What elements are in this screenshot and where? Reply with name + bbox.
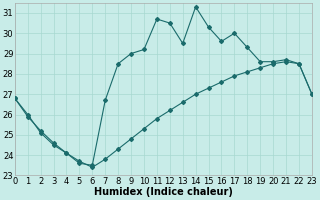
X-axis label: Humidex (Indice chaleur): Humidex (Indice chaleur) [94, 187, 233, 197]
